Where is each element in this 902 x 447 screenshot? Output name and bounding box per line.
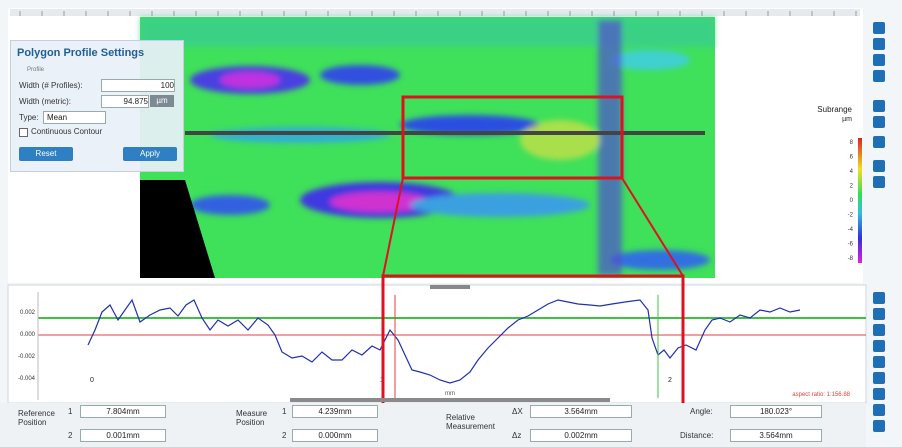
- dz-value: 0.002mm: [530, 429, 632, 442]
- colorbar: [858, 138, 862, 263]
- measurement-bar: Reference Position 1 7.804mm 2 0.001mm M…: [0, 403, 866, 447]
- type-select[interactable]: Mean: [43, 111, 106, 124]
- distance-value: 3.564mm: [730, 429, 822, 442]
- tool-button[interactable]: [873, 70, 885, 82]
- aspect-ratio: aspect ratio: 1:156.88: [792, 392, 850, 398]
- x-unit: mm: [445, 391, 455, 397]
- tool-button[interactable]: [873, 116, 885, 128]
- tool-button[interactable]: [873, 324, 885, 336]
- colorbar-tick-label: -2: [848, 213, 854, 219]
- angle-value: 180.023°: [730, 405, 822, 418]
- index: 1: [68, 407, 72, 416]
- profile-y-tick-label: -0.002: [18, 354, 36, 360]
- index: 1: [282, 407, 286, 416]
- scrollbar: [290, 398, 610, 402]
- profile-y-tick-label: 0.002: [20, 310, 36, 316]
- group-label: Profile: [27, 67, 44, 73]
- marker-label: 2: [668, 377, 672, 384]
- index: 2: [68, 431, 72, 440]
- unit-select[interactable]: µm: [150, 95, 174, 107]
- label: Relative Measurement: [446, 413, 506, 431]
- tool-button[interactable]: [873, 388, 885, 400]
- field-label: Type:: [19, 113, 39, 122]
- tool-button[interactable]: [873, 308, 885, 320]
- tool-button[interactable]: [873, 340, 885, 352]
- marker-label: 0: [90, 377, 94, 384]
- profile-y-tick-label: 0.000: [20, 332, 36, 338]
- app-window: Subrange µm 86420-2-4-6-8 0.0020.000-0.0…: [0, 0, 902, 447]
- tool-button[interactable]: [873, 100, 885, 112]
- tool-button[interactable]: [873, 136, 885, 148]
- tool-button[interactable]: [873, 38, 885, 50]
- checkbox-label: Continuous Contour: [31, 127, 102, 136]
- tool-button[interactable]: [873, 160, 885, 172]
- label: Distance:: [680, 431, 713, 440]
- dx-value: 3.564mm: [530, 405, 632, 418]
- checkbox[interactable]: [19, 128, 28, 137]
- label: Measure Position: [236, 409, 276, 427]
- tool-button[interactable]: [873, 356, 885, 368]
- tool-button[interactable]: [873, 22, 885, 34]
- index: 2: [282, 431, 286, 440]
- tool-button[interactable]: [873, 372, 885, 384]
- apply-button[interactable]: Apply: [123, 147, 177, 161]
- width-profiles-input[interactable]: 100: [101, 79, 175, 92]
- colorbar-tick-label: -8: [848, 256, 854, 262]
- profile-pane: [8, 285, 866, 403]
- panel-title: Polygon Profile Settings: [17, 47, 144, 59]
- tool-button[interactable]: [873, 292, 885, 304]
- label: Angle:: [690, 407, 713, 416]
- tool-button[interactable]: [873, 404, 885, 416]
- measure-2: 0.000mm: [292, 429, 378, 442]
- profile-y-tick-label: -0.004: [18, 376, 36, 382]
- tool-button[interactable]: [873, 420, 885, 432]
- tool-button[interactable]: [873, 176, 885, 188]
- label: ΔX: [512, 407, 523, 416]
- reset-button[interactable]: Reset: [19, 147, 73, 161]
- width-metric-input[interactable]: 94.875: [101, 95, 149, 108]
- colorbar-tick-label: -4: [848, 227, 854, 233]
- field-label: Width (metric):: [19, 97, 71, 106]
- colorbar-tick-label: -6: [848, 242, 854, 248]
- label: Reference Position: [18, 409, 62, 427]
- reference-2: 0.001mm: [80, 429, 166, 442]
- colorbar-unit: µm: [842, 116, 852, 123]
- pane-splitter: [430, 285, 470, 289]
- measure-1: 4.239mm: [292, 405, 378, 418]
- ruler: [10, 9, 860, 16]
- field-label: Width (# Profiles):: [19, 81, 83, 90]
- label: Δz: [512, 431, 521, 440]
- reference-1: 7.804mm: [80, 405, 166, 418]
- settings-panel: Polygon Profile Settings Profile Width (…: [10, 40, 184, 172]
- tool-button[interactable]: [873, 54, 885, 66]
- colorbar-title: Subrange: [817, 105, 852, 114]
